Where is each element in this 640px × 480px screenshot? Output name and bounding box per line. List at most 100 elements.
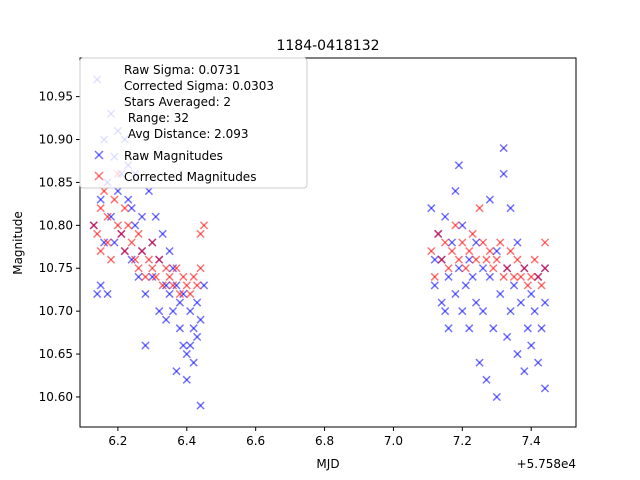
raw-magnitude-point bbox=[110, 238, 119, 247]
corrected-magnitude-point bbox=[151, 272, 160, 281]
raw-magnitude-point bbox=[516, 298, 526, 307]
raw-magnitude-point bbox=[192, 298, 202, 307]
corrected-magnitude-point bbox=[134, 264, 143, 273]
corrected-magnitude-point bbox=[520, 264, 529, 273]
corrected-magnitude-point bbox=[447, 246, 457, 256]
corrected-magnitude-point bbox=[471, 255, 481, 264]
corrected-magnitude-point bbox=[96, 246, 105, 256]
corrected-magnitude-point bbox=[492, 255, 501, 264]
corrected-magnitude-point bbox=[516, 272, 526, 281]
corrected-magnitude-point bbox=[199, 221, 209, 230]
raw-magnitude-point bbox=[199, 281, 209, 290]
corrected-magnitude-point bbox=[96, 204, 105, 213]
x-tick-label: 6.4 bbox=[177, 434, 196, 448]
raw-magnitude-point bbox=[506, 307, 515, 316]
raw-magnitude-point bbox=[186, 341, 195, 350]
corrected-magnitude-point bbox=[437, 255, 446, 264]
raw-magnitude-point bbox=[165, 246, 174, 256]
corrected-magnitude-point bbox=[485, 246, 495, 256]
corrected-magnitude-point bbox=[527, 272, 536, 281]
raw-magnitude-point bbox=[523, 324, 532, 333]
legend: Raw Sigma: 0.0731 Corrected Sigma: 0.030… bbox=[79, 57, 308, 189]
legend-label-corrected: Corrected Magnitudes bbox=[124, 170, 256, 184]
x-tick-label: 7.0 bbox=[384, 434, 403, 448]
y-tick-label: 10.70 bbox=[39, 304, 73, 318]
plot-frame bbox=[79, 57, 577, 428]
raw-magnitude-point bbox=[444, 324, 453, 333]
corrected-magnitude-point bbox=[168, 281, 178, 290]
corrected-magnitude-point bbox=[134, 229, 143, 239]
corrected-magnitude-point bbox=[499, 272, 508, 281]
raw-magnitude-point bbox=[485, 272, 495, 281]
raw-magnitude-point bbox=[468, 272, 477, 281]
corrected-magnitude-point bbox=[120, 204, 129, 213]
corrected-magnitude-point bbox=[454, 255, 464, 264]
raw-magnitude-point bbox=[454, 161, 464, 170]
y-axis-label: Magnitude bbox=[11, 211, 25, 275]
y-tick-label: 10.65 bbox=[39, 347, 73, 361]
raw-magnitude-point bbox=[492, 392, 501, 402]
raw-magnitude-point bbox=[454, 264, 464, 273]
corrected-magnitude-point bbox=[179, 272, 188, 281]
raw-magnitude-point bbox=[106, 212, 116, 221]
raw-magnitude-point bbox=[513, 238, 522, 247]
raw-magnitude-point bbox=[451, 186, 460, 196]
legend-stat-raw-sigma: Raw Sigma: 0.0731 bbox=[124, 63, 241, 77]
raw-magnitude-point bbox=[189, 324, 198, 333]
corrected-magnitude-point bbox=[530, 255, 539, 264]
corrected-magnitude-point bbox=[113, 221, 123, 230]
raw-magnitude-point bbox=[161, 315, 171, 324]
raw-magnitude-point bbox=[134, 272, 143, 281]
raw-magnitude-point bbox=[527, 341, 536, 350]
legend-marker-raw bbox=[94, 150, 104, 160]
corrected-magnitude-point bbox=[482, 255, 491, 264]
raw-magnitude-point bbox=[192, 332, 202, 342]
raw-magnitude-point bbox=[148, 272, 157, 281]
raw-magnitude-point bbox=[447, 238, 457, 247]
corrected-magnitude-point bbox=[141, 272, 150, 281]
legend-stat-avg-distance: Avg Distance: 2.093 bbox=[124, 127, 249, 141]
raw-magnitude-point bbox=[513, 349, 522, 359]
raw-magnitude-point bbox=[130, 221, 140, 230]
corrected-magnitude-point bbox=[155, 255, 164, 264]
y-tick-label: 10.85 bbox=[39, 175, 73, 189]
raw-magnitude-point bbox=[113, 186, 123, 196]
corrected-magnitude-point bbox=[175, 289, 185, 299]
raw-magnitude-point bbox=[165, 289, 174, 299]
x-tick-label: 7.2 bbox=[453, 434, 472, 448]
y-tick-label: 10.90 bbox=[39, 133, 73, 147]
raw-magnitude-point bbox=[465, 324, 474, 333]
corrected-magnitude-point bbox=[110, 195, 119, 204]
y-axis: 10.60 10.65 10.70 10.75 10.80 10.85 10.90 10.95 bbox=[39, 90, 80, 404]
raw-magnitude-point bbox=[430, 281, 439, 290]
raw-magnitude-point bbox=[471, 238, 481, 247]
raw-magnitude-point bbox=[182, 349, 191, 359]
x-tick-label: 6.2 bbox=[108, 434, 127, 448]
raw-magnitude-point bbox=[520, 367, 529, 376]
raw-magnitude-point bbox=[530, 307, 539, 316]
raw-magnitude-point bbox=[489, 324, 498, 333]
corrected-magnitude-point bbox=[506, 246, 515, 256]
raw-magnitude-point bbox=[124, 195, 133, 204]
raw-magnitude-point bbox=[437, 298, 446, 307]
corrected-magnitude-point bbox=[89, 221, 98, 230]
corrected-magnitude-point bbox=[537, 281, 546, 290]
raw-magnitude-point bbox=[540, 384, 550, 393]
y-tick-label: 10.75 bbox=[39, 261, 73, 275]
raw-magnitude-point bbox=[196, 401, 205, 410]
raw-magnitude-point bbox=[527, 289, 536, 299]
raw-magnitude-point bbox=[478, 307, 488, 316]
raw-magnitude-point bbox=[172, 281, 181, 290]
corrected-magnitude-point bbox=[533, 272, 543, 281]
corrected-magnitude-point bbox=[196, 229, 205, 239]
raw-magnitude-point bbox=[175, 298, 185, 307]
corrected-magnitude-point bbox=[158, 281, 167, 290]
raw-magnitude-point bbox=[427, 204, 436, 213]
corrected-magnitude-point bbox=[189, 272, 198, 281]
raw-magnitude-point bbox=[499, 143, 508, 153]
raw-magnitude-point bbox=[440, 307, 450, 316]
corrected-magnitude-point bbox=[103, 212, 112, 221]
raw-magnitude-point bbox=[99, 238, 109, 247]
corrected-magnitude-point bbox=[430, 272, 439, 281]
